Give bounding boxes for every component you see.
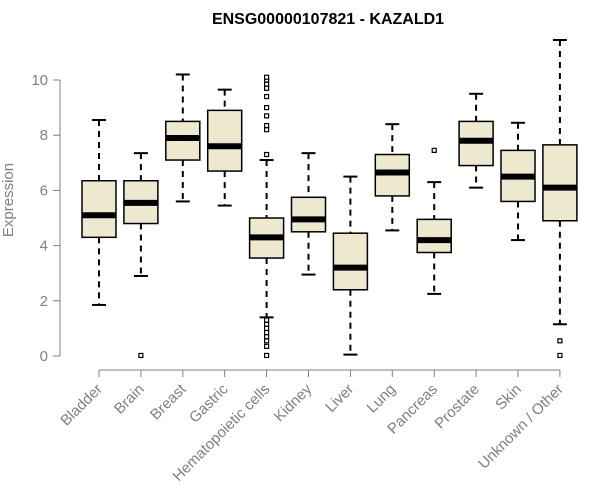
box-skin xyxy=(500,121,536,242)
outlier-point xyxy=(264,334,270,340)
box-series xyxy=(81,38,578,359)
y-tick-label: 0 xyxy=(40,348,48,365)
outlier-point xyxy=(431,147,437,153)
x-tick-label: Breast xyxy=(147,380,190,423)
x-tick-label: Liver xyxy=(322,381,357,416)
outlier-point xyxy=(264,321,270,327)
y-axis: 0 2 4 6 8 10 xyxy=(31,72,61,365)
box-pancreas xyxy=(416,147,452,295)
box-hematopoietic-cells xyxy=(248,74,285,359)
box-bladder xyxy=(81,119,117,306)
box-iqr xyxy=(542,144,578,222)
chart-title: ENSG00000107821 - KAZALD1 xyxy=(212,11,444,28)
y-tick-label: 10 xyxy=(31,72,48,89)
x-tick-label: Skin xyxy=(492,381,525,414)
outlier-point xyxy=(264,329,270,336)
box-breast xyxy=(165,73,201,203)
outlier-point xyxy=(264,127,270,133)
outlier-point xyxy=(264,74,270,80)
y-axis-label: Expression xyxy=(0,163,17,237)
x-tick-label: Brain xyxy=(111,381,148,418)
outlier-point xyxy=(264,317,270,323)
outlier-point xyxy=(138,352,144,359)
box-iqr xyxy=(416,218,452,254)
outlier-point xyxy=(264,81,270,87)
box-gastric xyxy=(206,88,243,207)
outlier-point xyxy=(264,85,270,91)
x-tick-label: Kidney xyxy=(271,380,316,425)
outlier-point xyxy=(264,343,270,349)
box-iqr xyxy=(206,109,243,172)
outlier-point xyxy=(264,122,270,129)
box-kidney xyxy=(290,152,327,276)
x-tick-label: Lung xyxy=(364,381,400,417)
box-brain xyxy=(123,152,159,359)
outlier-point xyxy=(264,338,270,344)
x-tick-label: Bladder xyxy=(57,381,106,430)
outlier-point xyxy=(264,93,270,100)
box-liver xyxy=(332,175,369,356)
outlier-point xyxy=(557,352,563,359)
y-tick-label: 8 xyxy=(40,127,48,144)
outlier-point xyxy=(264,151,270,158)
y-tick-label: 4 xyxy=(40,238,48,255)
box-iqr xyxy=(290,196,327,233)
box-unknown-other xyxy=(542,38,578,359)
box-iqr xyxy=(332,232,369,291)
outlier-point xyxy=(264,104,270,111)
box-lung xyxy=(374,123,411,232)
y-tick-label: 6 xyxy=(40,182,48,199)
outlier-point xyxy=(264,113,270,119)
outlier-point xyxy=(264,325,270,331)
x-tick-label: Prostate xyxy=(431,381,483,433)
box-iqr xyxy=(81,179,117,239)
outlier-point xyxy=(264,352,270,359)
outlier-point xyxy=(557,338,563,344)
box-prostate xyxy=(458,92,494,189)
y-tick-label: 2 xyxy=(40,293,48,310)
